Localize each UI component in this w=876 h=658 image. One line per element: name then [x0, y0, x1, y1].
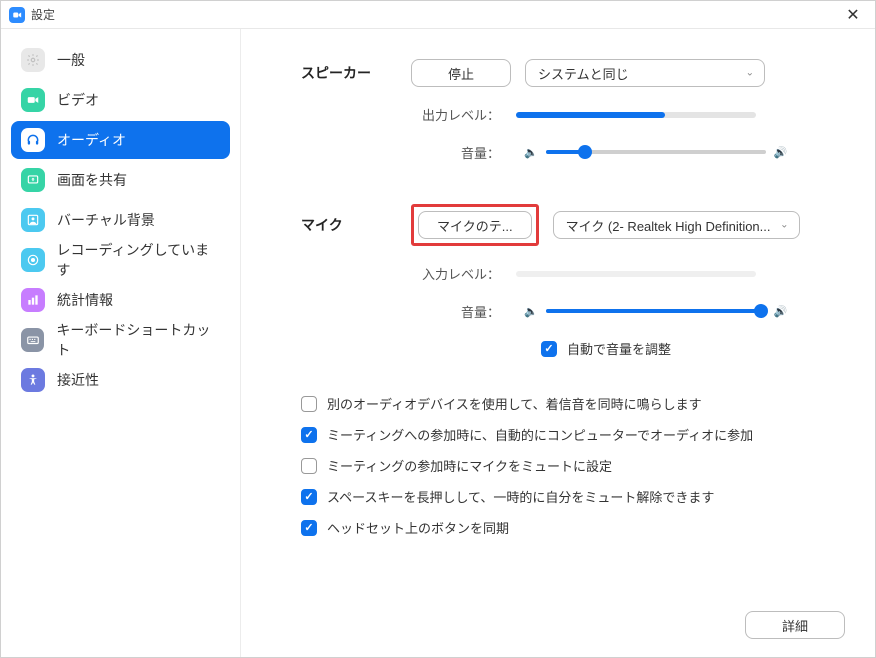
sidebar-item-label: 接近性	[57, 370, 99, 390]
settings-window: 設定 ✕ 一般 ビデオ オーディオ 画面を共有 バーチャル背景 レコーディングし…	[0, 0, 876, 658]
sidebar-item-label: オーディオ	[57, 130, 126, 150]
option-label-1: ミーティングへの参加時に、自動的にコンピューターでオーディオに参加	[327, 425, 753, 444]
access-icon	[21, 368, 45, 392]
output-level-meter	[516, 112, 756, 118]
sidebar-item-0[interactable]: 一般	[11, 41, 230, 79]
volume-low-icon: 🔈	[524, 146, 538, 159]
sidebar-item-4[interactable]: バーチャル背景	[11, 201, 230, 239]
sidebar-item-3[interactable]: 画面を共有	[11, 161, 230, 199]
speaker-volume-row: 音量： 🔈 🔊	[301, 142, 835, 162]
chevron-down-icon: ⌄	[746, 68, 754, 79]
auto-adjust-checkbox[interactable]	[541, 341, 557, 357]
sidebar-item-label: 一般	[57, 50, 85, 70]
speaker-title: スピーカー	[301, 63, 411, 83]
speaker-device-select[interactable]: システムと同じ ⌄	[525, 59, 765, 87]
option-label-3: スペースキーを長押しして、一時的に自分をミュート解除できます	[327, 487, 714, 506]
speaker-row: スピーカー 停止 システムと同じ ⌄	[301, 59, 835, 87]
sidebar-item-label: ビデオ	[57, 90, 99, 110]
headphones-icon	[21, 128, 45, 152]
stats-icon	[21, 288, 45, 312]
sidebar-item-5[interactable]: レコーディングしています	[11, 241, 230, 279]
speaker-device-value: システムと同じ	[538, 64, 629, 83]
sidebar-item-8[interactable]: 接近性	[11, 361, 230, 399]
option-checkbox-4[interactable]	[301, 520, 317, 536]
gear-icon	[21, 48, 45, 72]
sidebar-item-label: レコーディングしています	[57, 240, 220, 280]
chevron-down-icon: ⌄	[780, 220, 788, 231]
input-level-meter	[516, 271, 756, 277]
window-body: 一般 ビデオ オーディオ 画面を共有 バーチャル背景 レコーディングしています …	[1, 29, 875, 657]
speaker-volume-label: 音量：	[301, 143, 516, 162]
volume-high-icon: 🔊	[774, 305, 788, 318]
mic-device-select[interactable]: マイク (2- Realtek High Definition... ⌄	[553, 211, 800, 239]
output-level-label: 出力レベル：	[301, 105, 516, 124]
sidebar: 一般 ビデオ オーディオ 画面を共有 バーチャル背景 レコーディングしています …	[1, 29, 241, 657]
option-checkbox-2[interactable]	[301, 458, 317, 474]
volume-low-icon: 🔈	[524, 305, 538, 318]
option-row-3: スペースキーを長押しして、一時的に自分をミュート解除できます	[301, 487, 835, 506]
sidebar-item-label: 統計情報	[57, 290, 113, 310]
app-icon	[9, 7, 25, 23]
volume-high-icon: 🔊	[774, 146, 788, 159]
option-row-0: 別のオーディオデバイスを使用して、着信音を同時に鳴らします	[301, 394, 835, 413]
mic-row: マイク マイクのテ... マイク (2- Realtek High Defini…	[301, 204, 835, 246]
titlebar: 設定 ✕	[1, 1, 875, 29]
option-checkbox-0[interactable]	[301, 396, 317, 412]
mic-test-highlight: マイクのテ...	[411, 204, 539, 246]
option-row-1: ミーティングへの参加時に、自動的にコンピューターでオーディオに参加	[301, 425, 835, 444]
record-icon	[21, 248, 45, 272]
share-icon	[21, 168, 45, 192]
output-level-row: 出力レベル：	[301, 105, 835, 124]
input-level-row: 入力レベル：	[301, 264, 835, 283]
content-pane: スピーカー 停止 システムと同じ ⌄ 出力レベル： 音量： 🔈	[241, 29, 875, 657]
option-row-4: ヘッドセット上のボタンを同期	[301, 518, 835, 537]
mic-volume-slider[interactable]	[546, 301, 766, 321]
mic-test-button[interactable]: マイクのテ...	[418, 211, 532, 239]
sidebar-item-2[interactable]: オーディオ	[11, 121, 230, 159]
window-title: 設定	[31, 6, 55, 23]
option-label-0: 別のオーディオデバイスを使用して、着信音を同時に鳴らします	[327, 394, 702, 413]
sidebar-item-label: 画面を共有	[57, 170, 127, 190]
footer: 詳細	[745, 611, 845, 639]
option-checkbox-3[interactable]	[301, 489, 317, 505]
video-icon	[21, 88, 45, 112]
advanced-button[interactable]: 詳細	[745, 611, 845, 639]
option-label-2: ミーティングの参加時にマイクをミュートに設定	[327, 456, 612, 475]
bg-icon	[21, 208, 45, 232]
auto-adjust-label: 自動で音量を調整	[567, 339, 671, 358]
auto-adjust-row: 自動で音量を調整	[541, 339, 835, 358]
option-label-4: ヘッドセット上のボタンを同期	[327, 518, 509, 537]
option-row-2: ミーティングの参加時にマイクをミュートに設定	[301, 456, 835, 475]
mic-volume-label: 音量：	[301, 302, 516, 321]
sidebar-item-7[interactable]: キーボードショートカット	[11, 321, 230, 359]
input-level-label: 入力レベル：	[301, 264, 516, 283]
speaker-volume-slider[interactable]	[546, 142, 766, 162]
sidebar-item-1[interactable]: ビデオ	[11, 81, 230, 119]
mic-title: マイク	[301, 215, 411, 235]
sidebar-item-label: キーボードショートカット	[56, 320, 220, 360]
sidebar-item-label: バーチャル背景	[57, 210, 155, 230]
keyboard-icon	[21, 328, 44, 352]
close-button[interactable]: ✕	[839, 5, 867, 25]
option-checkbox-1[interactable]	[301, 427, 317, 443]
mic-device-value: マイク (2- Realtek High Definition...	[566, 216, 771, 235]
sidebar-item-6[interactable]: 統計情報	[11, 281, 230, 319]
speaker-test-button[interactable]: 停止	[411, 59, 511, 87]
mic-volume-row: 音量： 🔈 🔊	[301, 301, 835, 321]
